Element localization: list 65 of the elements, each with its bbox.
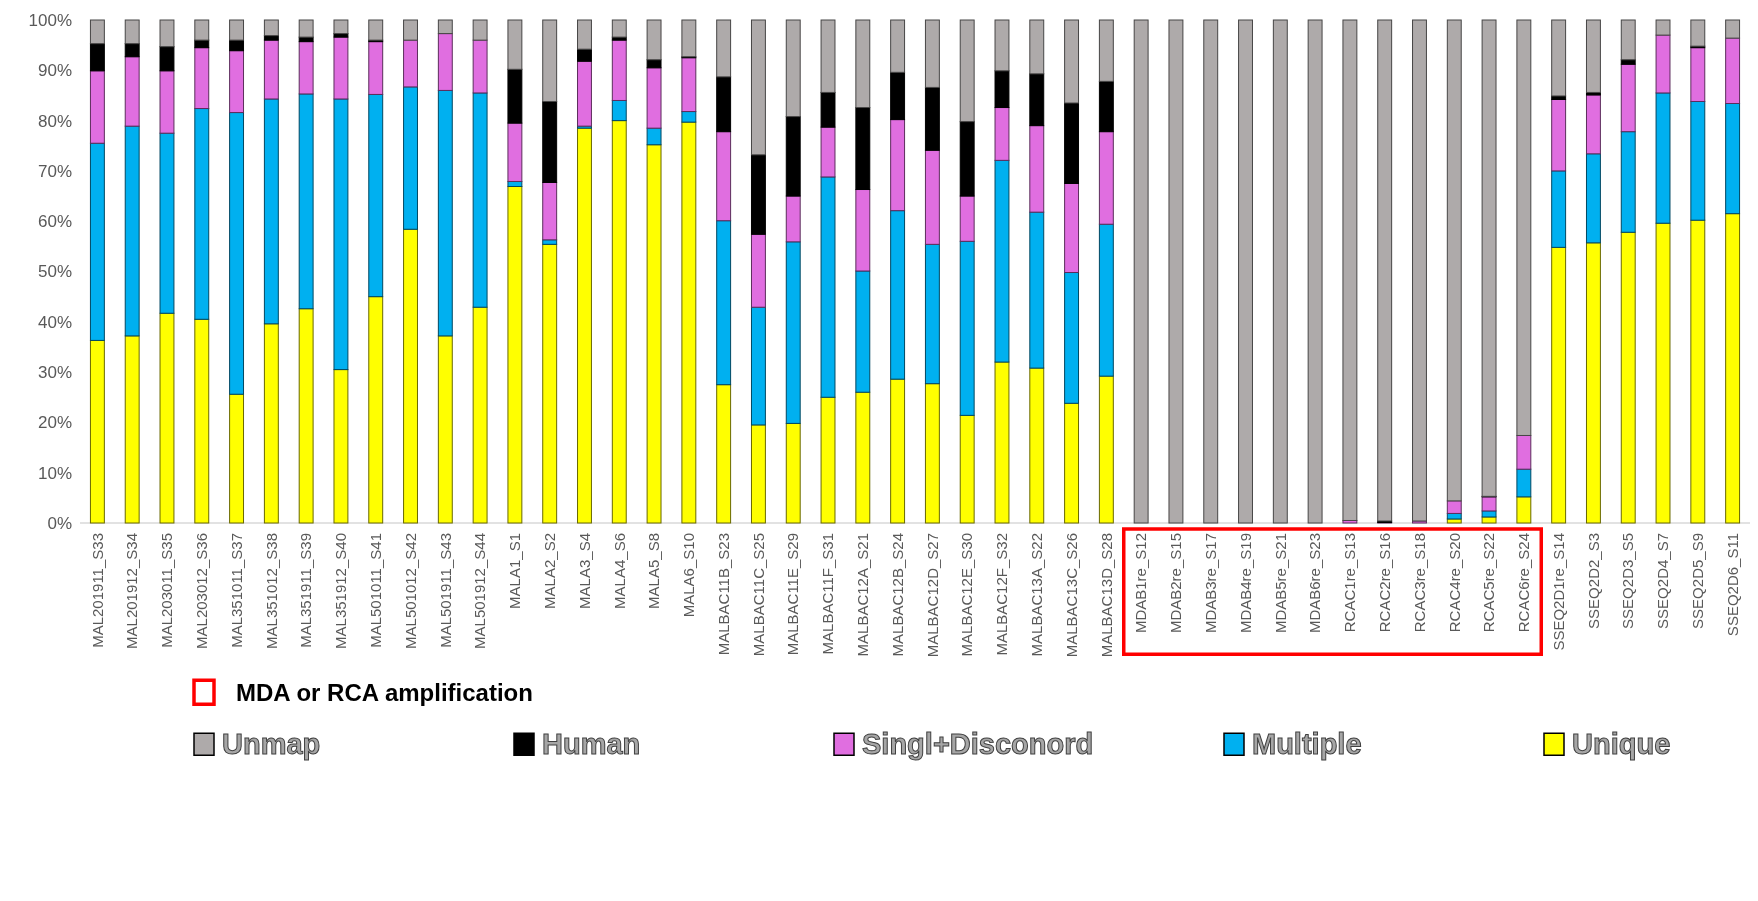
x-tick-label: MAL351912_S40 <box>332 533 350 649</box>
x-tick-label: MALBAC12D_S27 <box>923 533 941 658</box>
x-tick-label: RCAC2re_S16 <box>1375 533 1393 633</box>
x-tick-label: MAL351911_S39 <box>297 533 315 648</box>
x-tick-label: MDAB6re_S23 <box>1306 533 1324 634</box>
y-tick-label: 90% <box>37 61 72 81</box>
y-tick-label: 60% <box>37 212 72 232</box>
y-tick-label: 80% <box>37 111 72 131</box>
x-tick-label: MAL351012_S38 <box>262 533 280 649</box>
x-tick-label: SSEQ2D4_S7 <box>1654 533 1672 629</box>
x-tick-label: MALA1_S1 <box>506 533 524 609</box>
x-tick-label: MAL201911_S33 <box>88 533 106 648</box>
x-tick-label: MALBAC13D_S28 <box>1097 533 1115 658</box>
x-tick-label: MALBAC12A_S21 <box>854 533 872 657</box>
x-tick-label: RCAC6re_S24 <box>1515 533 1533 633</box>
x-tick-label: MAL501911_S43 <box>436 533 454 648</box>
x-tick-label: MALA2_S2 <box>540 533 558 609</box>
y-tick-label: 30% <box>37 363 72 383</box>
x-tick-label: MALBAC11E_S29 <box>784 533 802 656</box>
x-tick-label: MDAB4re_S19 <box>1236 533 1254 634</box>
y-tick-label: 70% <box>37 161 72 181</box>
x-tick-label: MALA6_S10 <box>680 533 698 618</box>
x-tick-label: MALBAC11B_S23 <box>714 533 732 656</box>
x-tick-label: MALA3_S4 <box>575 533 593 609</box>
x-tick-label: MALBAC12F_S32 <box>993 533 1011 656</box>
y-tick-label: 40% <box>37 312 72 332</box>
x-tick-label: RCAC3re_S18 <box>1410 533 1428 633</box>
x-tick-label: MAL203011_S35 <box>158 533 176 648</box>
x-tick-label: MDAB1re_S12 <box>1132 533 1150 634</box>
x-tick-label: MALA4_S6 <box>610 533 628 609</box>
x-tick-label: SSEQ2D6_S11 <box>1723 533 1741 637</box>
x-tick-label: RCAC4re_S20 <box>1445 533 1463 633</box>
x-tick-label: MAL201912_S34 <box>123 533 141 649</box>
x-tick-label: MALBAC13C_S26 <box>1062 533 1080 658</box>
x-tick-label: SSEQ2D3_S5 <box>1619 533 1637 629</box>
x-tick-label: MDAB5re_S21 <box>1271 533 1289 634</box>
x-tick-label: MAL501011_S41 <box>366 533 384 648</box>
legend-label: Human <box>542 728 641 761</box>
x-tick-label: MALBAC11C_S25 <box>749 533 767 657</box>
legend-label: Unmap <box>222 728 321 761</box>
y-tick-label: 0% <box>47 513 72 533</box>
x-tick-label: SSEQ2D2_S3 <box>1584 533 1602 629</box>
legend-label: Singl+Disconord <box>862 728 1094 761</box>
y-tick-label: 100% <box>28 10 72 30</box>
x-tick-label: MALA5_S8 <box>645 533 663 609</box>
x-tick-label: MALBAC11F_S31 <box>819 533 837 655</box>
x-tick-label: MAL203012_S36 <box>193 533 211 649</box>
y-tick-label: 10% <box>37 463 72 483</box>
x-tick-label: MDAB3re_S17 <box>1201 533 1219 634</box>
x-tick-label: SSEQ2D1re_S14 <box>1549 533 1567 651</box>
legend-label: Multiple <box>1252 728 1362 761</box>
x-tick-label: RCAC5re_S22 <box>1480 533 1498 633</box>
legend-label: Unique <box>1572 728 1671 761</box>
y-tick-label: 20% <box>37 413 72 433</box>
x-tick-label: SSEQ2D5_S9 <box>1689 533 1707 629</box>
y-tick-label: 50% <box>37 262 72 282</box>
x-tick-label: MAL351011_S37 <box>227 533 245 648</box>
text: MDA or RCA amplification <box>236 678 533 706</box>
x-tick-label: MALBAC13A_S22 <box>1028 533 1046 657</box>
x-tick-label: MAL501012_S42 <box>401 533 419 649</box>
x-tick-label: RCAC1re_S13 <box>1341 533 1359 633</box>
x-tick-label: MALBAC12B_S24 <box>888 533 906 657</box>
x-tick-label: MALBAC12E_S30 <box>958 533 976 657</box>
x-tick-label: MAL501912_S44 <box>471 533 489 649</box>
x-tick-label: MDAB2re_S15 <box>1167 533 1185 634</box>
